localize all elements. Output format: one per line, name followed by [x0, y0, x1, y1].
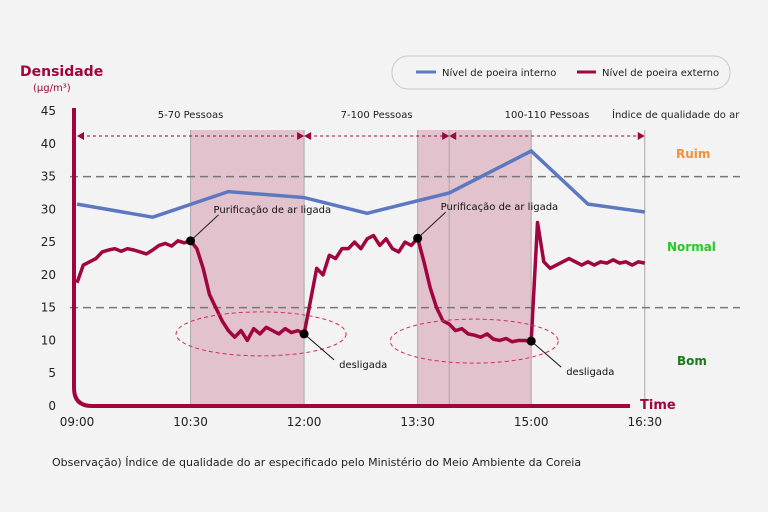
annotation-label: desligada [339, 360, 387, 371]
shaded-range [417, 130, 532, 406]
x-tick-label: 12:00 [287, 415, 322, 429]
y-tick-label: 45 [41, 104, 56, 118]
annotation-leader [190, 214, 219, 242]
period-label: 5-70 Pessoas [158, 110, 224, 121]
annotation-dot [299, 329, 309, 339]
annotation-label: Purificação de ar ligada [214, 205, 332, 216]
arrow-head [304, 132, 312, 140]
annotation-dot [526, 336, 536, 346]
y-tick-label: 0 [48, 399, 56, 413]
zone-ruim: Ruim [676, 147, 710, 161]
axis-line [72, 108, 630, 408]
legend-label-interno: Nível de poeira interno [442, 67, 556, 79]
arrow-head [449, 132, 457, 140]
arrow-head [297, 132, 305, 140]
x-axis-title: Time [640, 398, 676, 413]
annotation-leader [417, 211, 446, 239]
y-tick-label: 30 [41, 202, 56, 216]
y-tick-label: 35 [41, 170, 56, 184]
y-axis-title: Densidade [20, 64, 103, 80]
x-tick-label: 09:00 [60, 415, 95, 429]
legend-label-externo: Nível de poeira externo [602, 67, 719, 79]
y-tick-label: 5 [48, 366, 56, 380]
series-externo-line [75, 220, 646, 344]
x-tick-label: 10:30 [173, 415, 208, 429]
arrow-head [77, 132, 84, 140]
zone-normal: Normal [667, 240, 716, 254]
period-label: 100-110 Pessoas [505, 110, 590, 121]
x-tick-label: 16:30 [627, 415, 662, 429]
annotation-leader [303, 333, 335, 361]
shaded-range [190, 130, 305, 406]
y-tick-label: 20 [41, 268, 56, 282]
annotation-label: Purificação de ar ligada [441, 202, 559, 213]
y-tick-label: 10 [41, 333, 56, 347]
annotation-dot [413, 233, 423, 243]
annotation-dot [186, 236, 196, 246]
off-ellipse [389, 318, 559, 364]
arrow-head [442, 132, 450, 140]
zone-bom: Bom [677, 354, 707, 368]
x-tick-label: 13:30 [400, 415, 435, 429]
off-ellipse [175, 311, 347, 357]
series-interno-line [76, 148, 645, 220]
y-tick-label: 25 [41, 235, 56, 249]
y-tick-label: 40 [41, 137, 56, 151]
period-label: 7-100 Pessoas [341, 110, 413, 121]
arrow-head [637, 132, 645, 140]
annotation-leader [530, 340, 562, 368]
air-quality-title: Índice de qualidade do ar [612, 108, 740, 121]
x-tick-label: 15:00 [514, 415, 549, 429]
footnote: Observação) Índice de qualidade do ar es… [52, 456, 581, 469]
y-axis-unit: (µg/m³) [33, 83, 71, 94]
y-tick-label: 15 [41, 301, 56, 315]
annotation-label: desligada [566, 367, 614, 378]
legend: Nível de poeira interno Nível de poeira … [391, 55, 731, 90]
